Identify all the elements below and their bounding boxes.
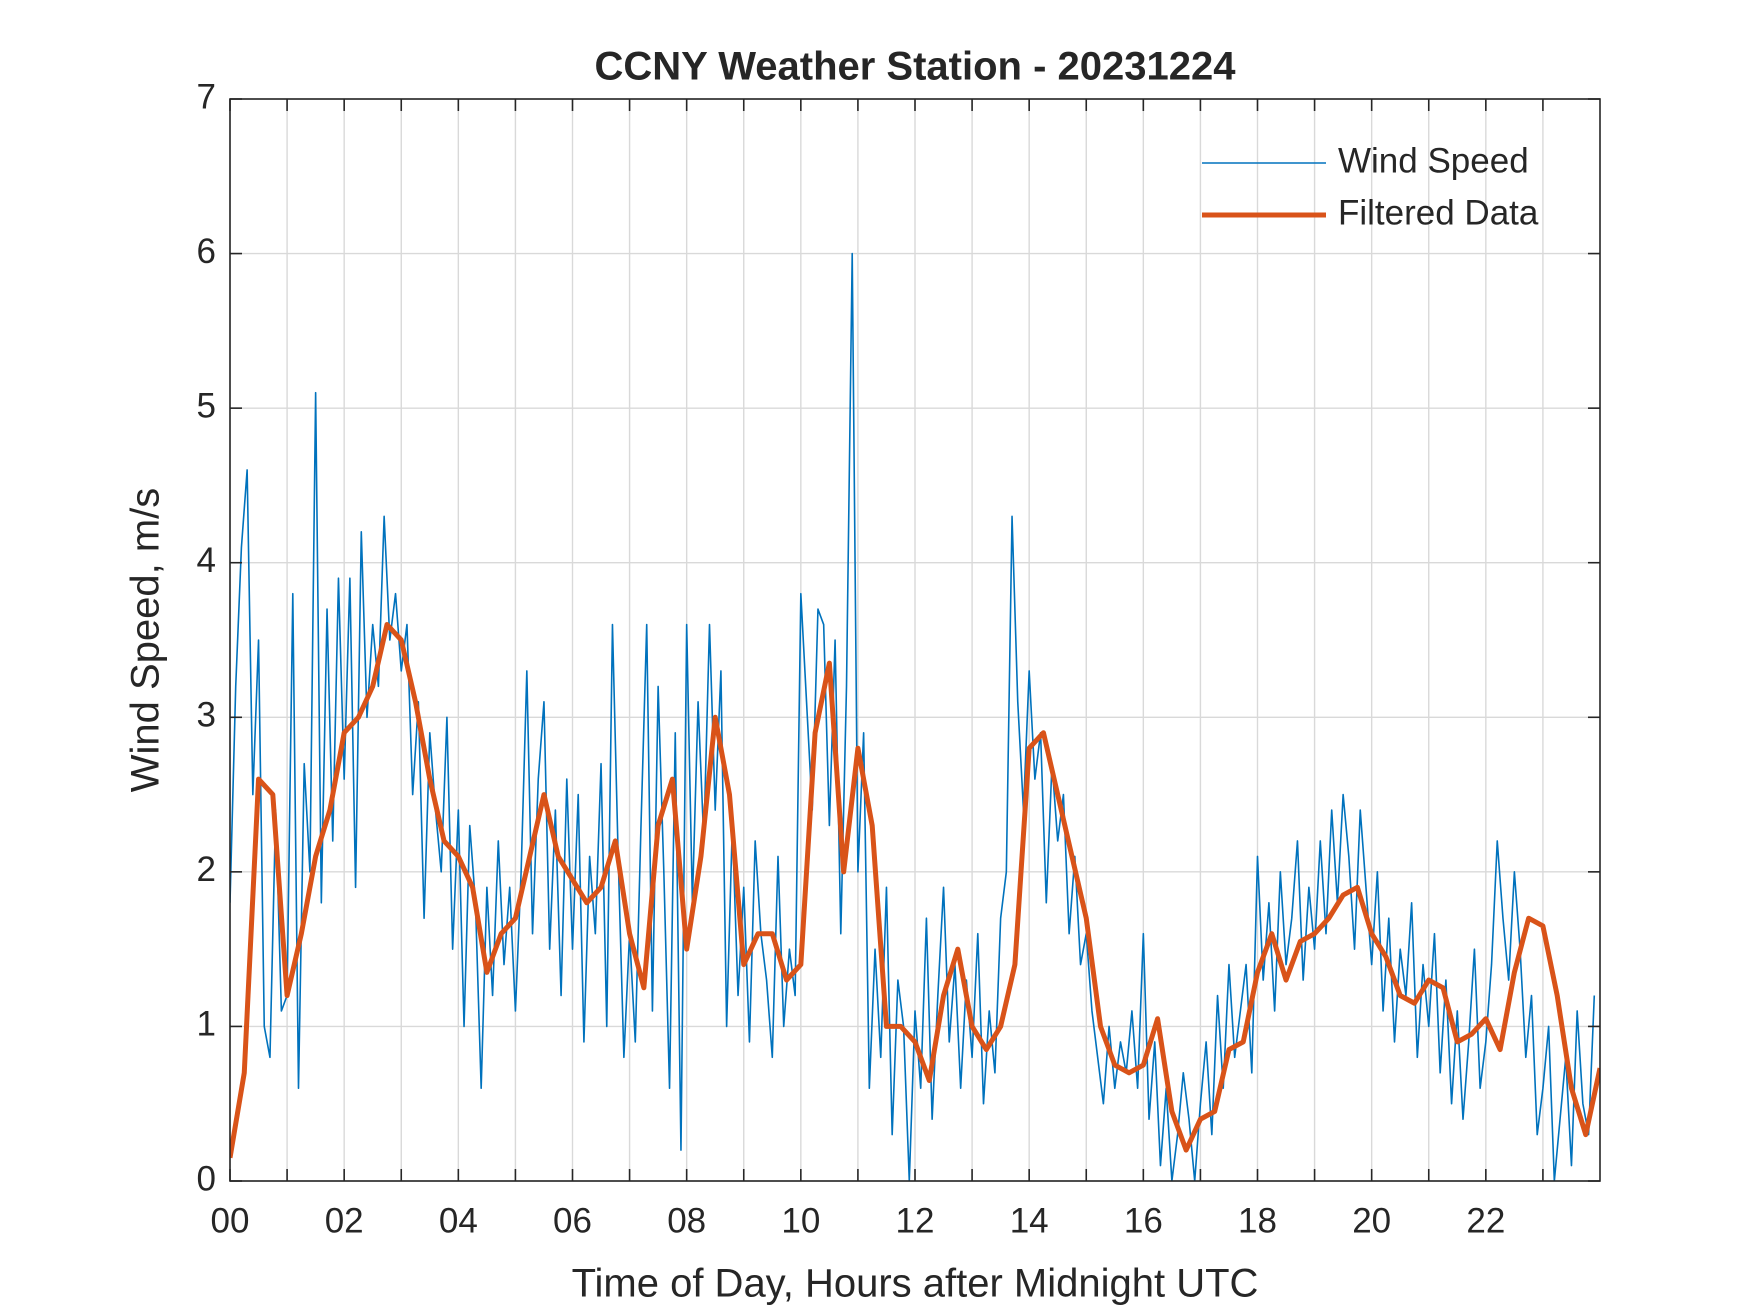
y-axis-label: Wind Speed, m/s	[124, 488, 168, 793]
x-tick-label: 10	[781, 1201, 820, 1240]
x-tick-label: 06	[553, 1201, 592, 1240]
y-tick-label: 6	[197, 232, 216, 271]
legend-label: Wind Speed	[1338, 141, 1529, 180]
x-tick-label: 08	[667, 1201, 706, 1240]
x-tick-label: 02	[325, 1201, 364, 1240]
legend-label: Filtered Data	[1338, 193, 1539, 232]
chart-title: CCNY Weather Station - 20231224	[595, 45, 1237, 89]
data-line	[230, 622, 1600, 1159]
y-tick-label: 3	[197, 696, 216, 735]
y-tick-label: 5	[197, 386, 216, 425]
y-tick-label: 0	[197, 1159, 216, 1198]
legend: Wind Speed Filtered Data	[1202, 141, 1539, 232]
y-tick-label: 7	[197, 77, 216, 116]
y-tick-label: 4	[197, 541, 216, 580]
x-tick-label: 22	[1466, 1201, 1505, 1240]
x-tick-label: 16	[1124, 1201, 1163, 1240]
y-tick-label: 2	[197, 850, 216, 889]
x-axis-label: Time of Day, Hours after Midnight UTC	[572, 1262, 1259, 1306]
x-tick-label: 18	[1238, 1201, 1277, 1240]
x-tick-label: 20	[1352, 1201, 1391, 1240]
x-tick-label: 00	[211, 1201, 250, 1240]
y-tick-label: 1	[197, 1005, 216, 1044]
plot-area	[230, 252, 1600, 1181]
x-tick-label: 14	[1010, 1201, 1049, 1240]
x-tick-label: 04	[439, 1201, 478, 1240]
x-tick-label: 12	[896, 1201, 935, 1240]
data-line	[230, 252, 1596, 1181]
